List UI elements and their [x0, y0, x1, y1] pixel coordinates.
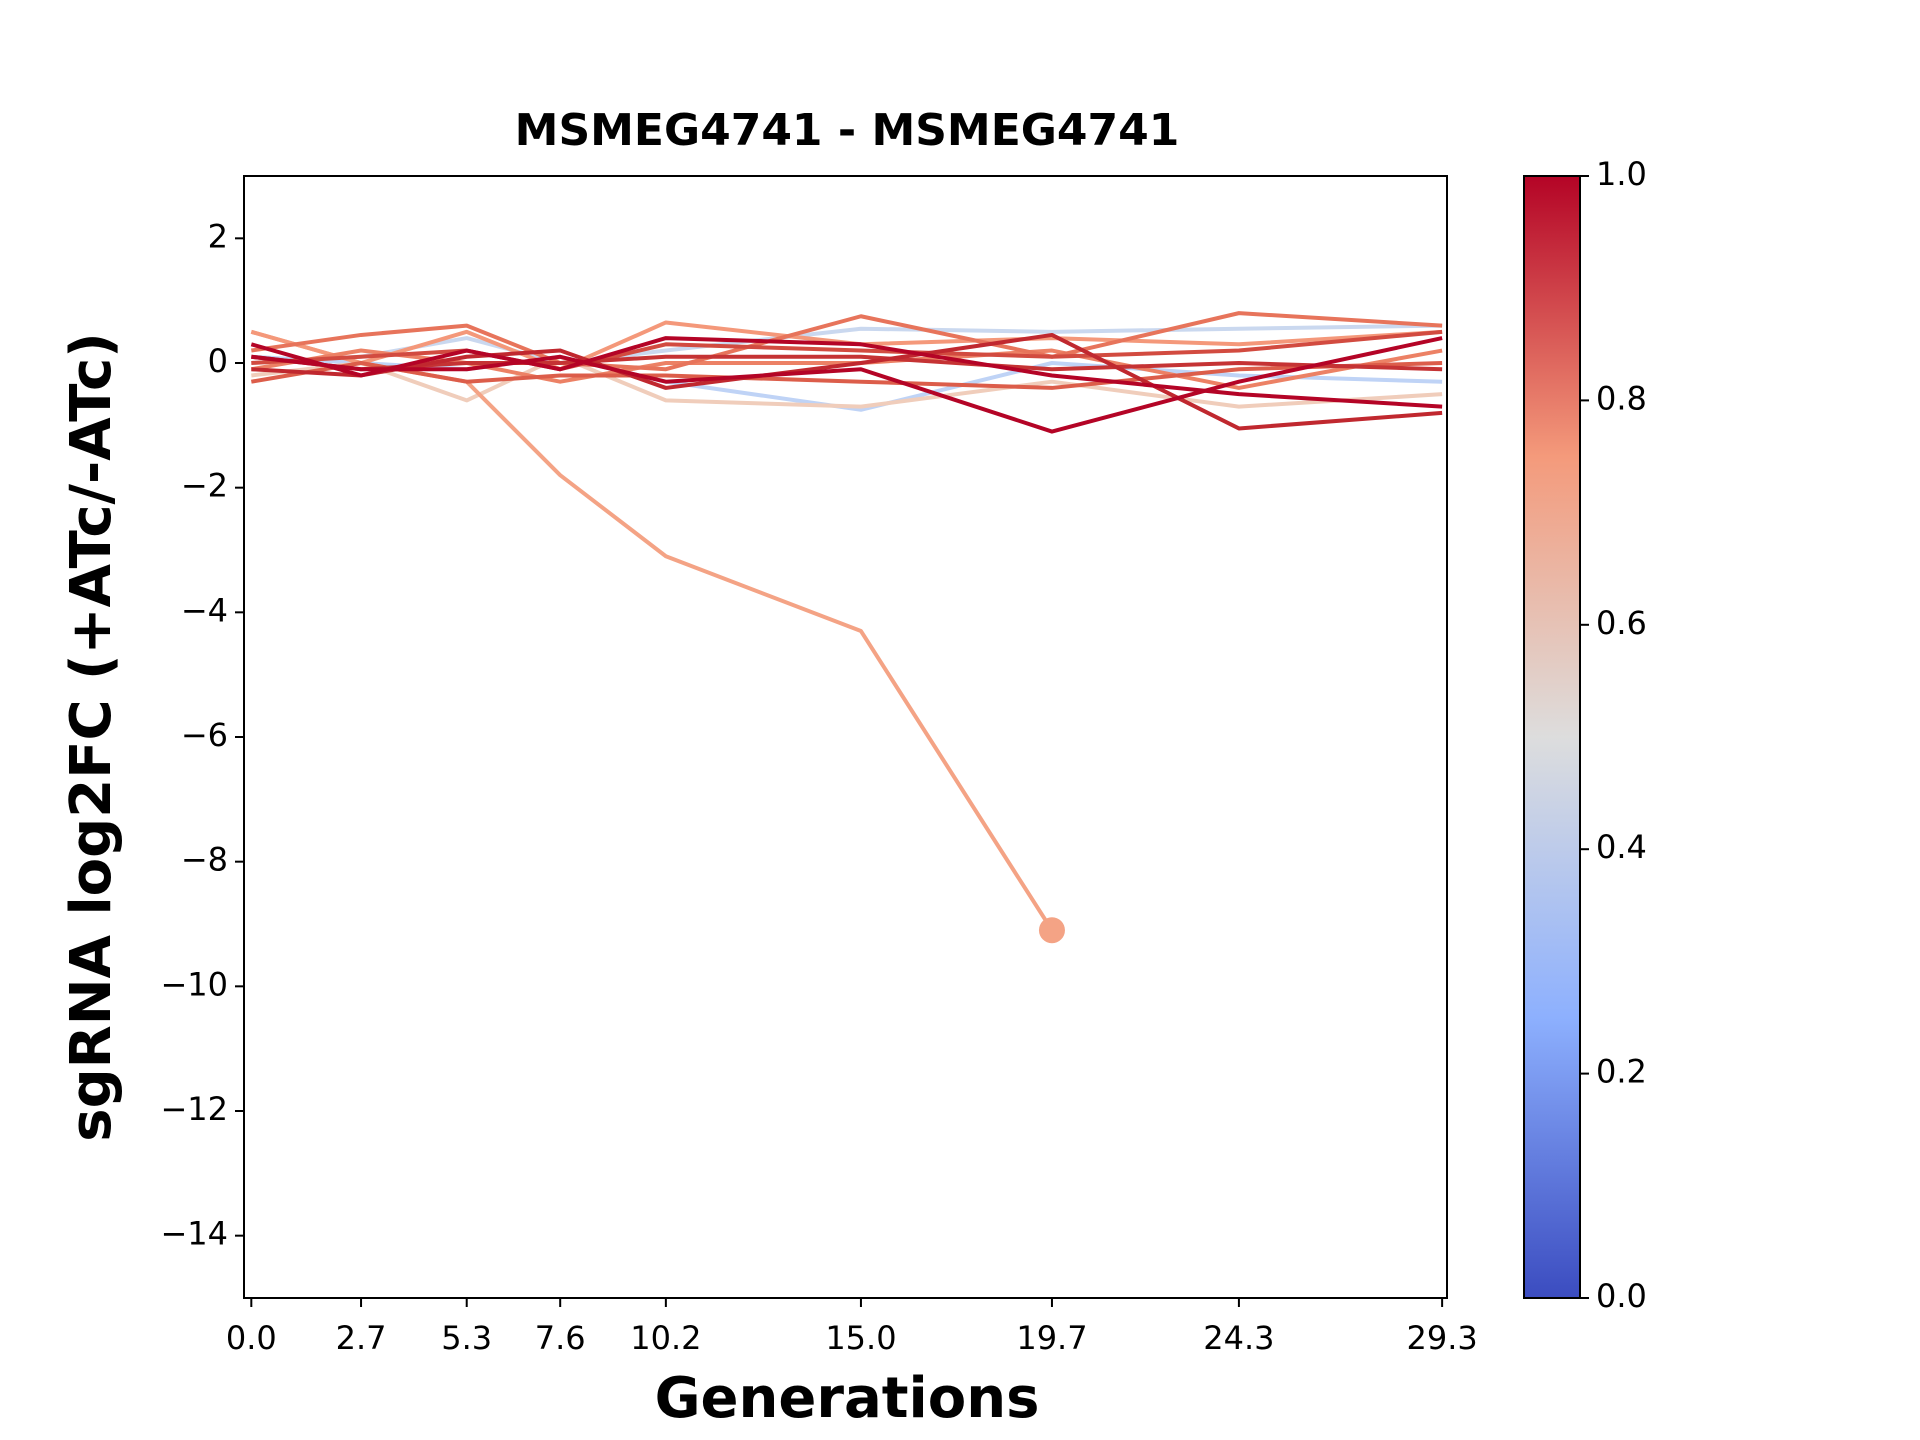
y-tick-label: 0	[208, 342, 228, 380]
series-line	[250, 336, 1443, 409]
colorbar	[1523, 175, 1581, 1299]
series-line	[250, 320, 1443, 372]
x-tick-label: 0.0	[226, 1319, 277, 1357]
y-tick-label: −4	[181, 591, 228, 629]
x-tick-label: 2.7	[336, 1319, 387, 1357]
y-tick-label: −10	[160, 965, 228, 1003]
colorbar-tick-label: 0.2	[1596, 1053, 1647, 1091]
lines	[250, 311, 1443, 944]
colorbar-tick-label: 1.0	[1596, 155, 1647, 193]
series-line	[250, 329, 1054, 932]
series-line	[251, 329, 1443, 372]
y-tick-label: −12	[160, 1090, 228, 1128]
chart-title: MSMEG4741 - MSMEG4741	[515, 105, 1180, 156]
colorbar-tick-label: 0.8	[1596, 379, 1647, 417]
y-axis-label: sgRNA log2FC (+ATc/-ATc)	[59, 332, 124, 1142]
x-tick-label: 24.3	[1203, 1319, 1274, 1357]
y-tick-label: −6	[181, 716, 228, 754]
end-marker	[1038, 917, 1065, 944]
colorbar-tick-label: 0.0	[1596, 1277, 1647, 1315]
colorbar-tick-label: 0.6	[1596, 604, 1647, 642]
y-tick-label: −2	[181, 467, 228, 505]
y-tick-label: −14	[160, 1215, 228, 1253]
x-tick-label: 10.2	[630, 1319, 701, 1357]
x-tick-label: 5.3	[441, 1319, 492, 1357]
series-line	[251, 311, 1443, 372]
series-line	[251, 336, 1443, 434]
x-tick-label: 29.3	[1406, 1319, 1477, 1357]
y-tick-label: −8	[181, 841, 228, 879]
y-tick-label: 2	[208, 217, 228, 255]
x-tick-label: 15.0	[825, 1319, 896, 1357]
x-axis-label: Generations	[655, 1366, 1040, 1431]
x-tick-label: 19.7	[1016, 1319, 1087, 1357]
x-tick-label: 7.6	[535, 1319, 586, 1357]
colorbar-tick-label: 0.4	[1596, 828, 1647, 866]
